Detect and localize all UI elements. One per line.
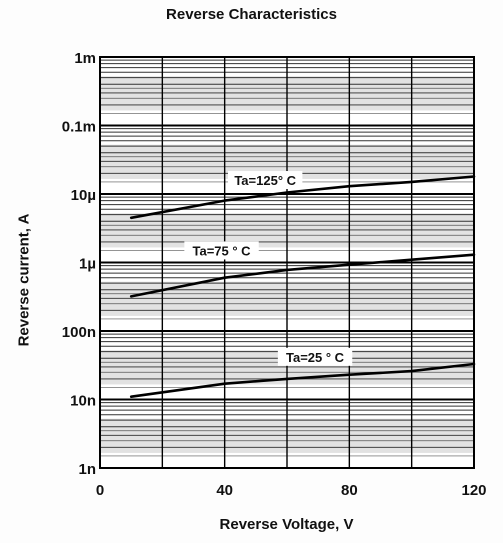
series-line-3 <box>129 362 476 398</box>
x-tick-label: 120 <box>461 482 486 499</box>
y-tick-label: 10µ <box>71 187 96 204</box>
series-label-background <box>277 347 353 366</box>
series-label-background <box>184 241 259 260</box>
y-tick-label: 1µ <box>79 256 96 273</box>
x-tick-label: 40 <box>216 482 233 499</box>
y-tick-label: 10n <box>70 393 96 410</box>
series-label-2: Ta=75 ° C <box>193 243 252 258</box>
plot-frame <box>99 56 475 469</box>
x-axis-label: Reverse Voltage, V <box>219 516 354 533</box>
y-tick-label: 1m <box>74 50 96 67</box>
series-label-background <box>227 171 303 190</box>
y-tick-label: 100n <box>62 324 96 341</box>
series-line-2 <box>129 253 476 298</box>
series-label-3: Ta=25 ° C <box>286 350 345 365</box>
y-tick-label: 1n <box>78 461 96 478</box>
y-tick-label: 0.1m <box>62 119 96 136</box>
chart-title: Reverse Characteristics <box>166 6 337 23</box>
x-tick-label: 80 <box>341 482 358 499</box>
series-label-1: Ta=125° C <box>234 173 296 188</box>
series-line-1 <box>129 175 476 220</box>
x-tick-label: 0 <box>96 482 104 499</box>
